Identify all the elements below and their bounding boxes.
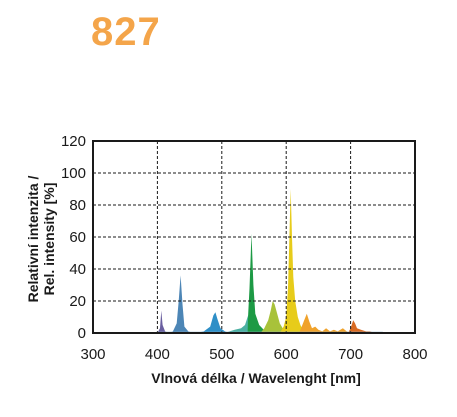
y-axis-label-line2: Rel. intensity [%] <box>41 183 57 296</box>
y-tick-label-100: 100 <box>61 165 86 182</box>
x-tick-label-700: 700 <box>338 346 363 363</box>
plot-frame <box>92 140 416 334</box>
x-tick-label-300: 300 <box>80 346 105 363</box>
spectrum-series-group <box>157 189 376 333</box>
y-tick-label-0: 0 <box>78 325 86 342</box>
spectrum-peak-7 <box>299 313 351 333</box>
y-axis-label-line1: Relativní intenzita / <box>25 175 41 302</box>
grid-lines <box>93 141 415 333</box>
x-axis-label: Vlnová délka / Wavelenght [nm] <box>151 370 361 386</box>
x-tick-label-400: 400 <box>145 346 170 363</box>
page-title: 827 <box>91 10 161 54</box>
spectrum-peak-8 <box>348 320 376 333</box>
y-tick-label-60: 60 <box>69 229 86 246</box>
x-tick-label-500: 500 <box>209 346 234 363</box>
y-tick-labels: 0 20 40 60 80 100 120 <box>61 133 86 342</box>
y-tick-label-40: 40 <box>69 261 86 278</box>
spectrum-peak-1 <box>169 275 194 333</box>
spectrum-peak-0 <box>157 310 169 333</box>
spectrum-peak-2 <box>196 312 230 333</box>
y-tick-label-120: 120 <box>61 133 86 150</box>
spectrum-peak-6 <box>279 189 306 333</box>
spectrum-peak-4 <box>247 233 269 333</box>
x-tick-label-800: 800 <box>402 346 427 363</box>
x-tick-labels: 300 400 500 600 700 800 <box>80 346 427 363</box>
y-tick-label-80: 80 <box>69 197 86 214</box>
y-tick-label-20: 20 <box>69 293 86 310</box>
spectrum-peak-3 <box>225 313 249 333</box>
x-tick-label-600: 600 <box>274 346 299 363</box>
spectrum-peak-5 <box>260 301 288 333</box>
